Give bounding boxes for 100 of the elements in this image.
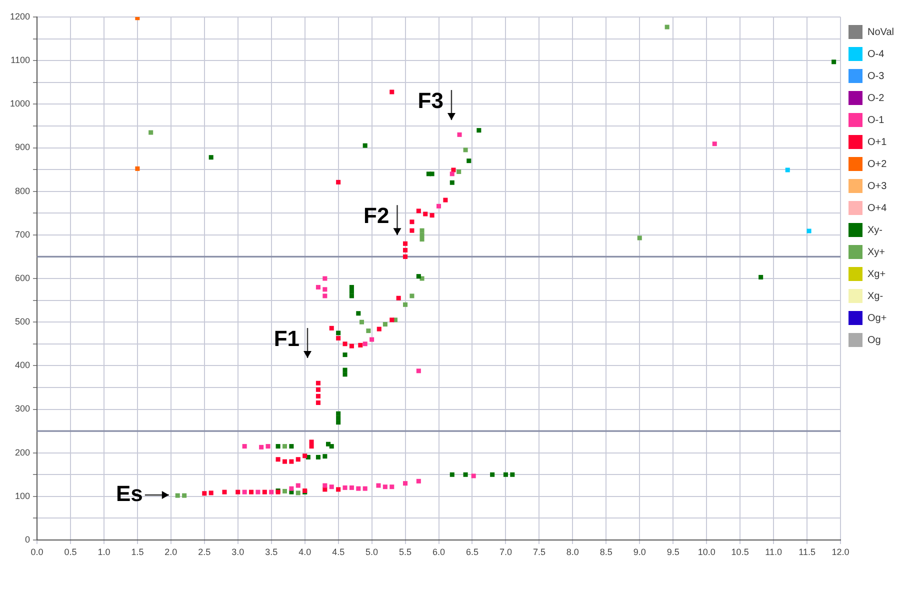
x-tick-label: 3.0 xyxy=(232,546,244,557)
point xyxy=(208,155,214,160)
point xyxy=(457,132,462,137)
point xyxy=(342,372,348,377)
point xyxy=(259,444,264,450)
point xyxy=(463,472,468,477)
point xyxy=(450,472,454,477)
legend-label: Xg+ xyxy=(868,268,886,280)
point xyxy=(316,387,320,392)
point xyxy=(712,142,717,146)
point xyxy=(322,294,328,298)
x-tick-label: 2.0 xyxy=(164,546,178,557)
point xyxy=(450,172,454,176)
legend-label: O-3 xyxy=(868,70,885,82)
point xyxy=(316,454,320,460)
y-tick-label: 1100 xyxy=(10,55,30,66)
point xyxy=(416,478,421,484)
point xyxy=(148,130,154,135)
point xyxy=(276,457,280,462)
point xyxy=(336,336,341,340)
point xyxy=(806,228,812,234)
annotation: Es xyxy=(116,481,143,506)
point xyxy=(296,490,300,496)
point xyxy=(349,289,354,294)
point xyxy=(289,459,294,464)
legend-label: O+3 xyxy=(868,180,888,192)
point xyxy=(336,420,341,425)
point xyxy=(390,318,394,322)
point xyxy=(359,320,364,324)
x-tick-label: 1.5 xyxy=(131,546,144,557)
point xyxy=(336,330,341,336)
point xyxy=(430,213,434,218)
x-tick-label: 12.0 xyxy=(832,546,850,557)
point xyxy=(382,484,388,490)
point xyxy=(266,444,270,449)
x-tick-label: 8.0 xyxy=(566,546,579,557)
x-tick-label: 9.5 xyxy=(666,546,680,557)
x-tick-label: 7.0 xyxy=(499,546,512,557)
point xyxy=(410,220,414,224)
point xyxy=(456,169,462,174)
point xyxy=(471,474,476,478)
point xyxy=(370,337,374,342)
x-tick-label: 8.5 xyxy=(600,546,612,557)
point xyxy=(450,180,454,185)
point xyxy=(336,487,341,492)
point xyxy=(403,302,408,307)
point xyxy=(256,490,260,494)
x-tick-label: 5.5 xyxy=(399,546,412,557)
point xyxy=(208,490,214,496)
x-tick-label: 10.0 xyxy=(698,546,716,557)
point xyxy=(135,166,140,171)
annotation: F1 xyxy=(274,326,300,352)
x-tick-label: 4.0 xyxy=(298,546,312,557)
point xyxy=(396,296,401,300)
x-tick-label: 5.0 xyxy=(366,546,378,557)
point xyxy=(302,454,308,458)
x-tick-label: 10.5 xyxy=(731,546,749,557)
point xyxy=(222,490,227,494)
point xyxy=(276,444,280,449)
point xyxy=(349,284,354,290)
point xyxy=(336,411,341,416)
legend-label: O-2 xyxy=(868,92,885,104)
point xyxy=(510,472,515,477)
y-tick-label: 1000 xyxy=(10,98,30,109)
point xyxy=(358,342,363,348)
point xyxy=(430,172,434,176)
point xyxy=(416,368,421,374)
y-tick-label: 900 xyxy=(14,142,30,152)
x-tick-label: 6.0 xyxy=(432,546,446,557)
point xyxy=(329,326,334,330)
y-tick-label: 200 xyxy=(14,447,30,458)
y-tick-label: 700 xyxy=(14,229,30,240)
point xyxy=(362,486,368,491)
point xyxy=(289,444,294,449)
legend-label: O-4 xyxy=(868,48,885,60)
point xyxy=(342,352,348,358)
x-tick-label: 3.5 xyxy=(265,546,278,557)
point xyxy=(316,400,320,405)
point xyxy=(329,484,334,490)
point xyxy=(175,493,180,498)
y-tick-label: 1200 xyxy=(10,11,30,22)
x-tick-label: 7.5 xyxy=(532,546,546,557)
x-tick-label: 2.5 xyxy=(198,546,211,557)
point xyxy=(349,344,354,348)
x-tick-label: 0.0 xyxy=(30,546,44,557)
legend-label: Xy+ xyxy=(868,246,886,258)
point xyxy=(249,490,254,494)
point xyxy=(342,368,348,372)
point xyxy=(403,241,408,246)
legend-label: Xg- xyxy=(868,290,884,302)
point xyxy=(376,326,382,332)
point xyxy=(309,440,314,444)
legend-label: O+1 xyxy=(868,136,888,148)
legend-label: O-1 xyxy=(868,114,885,126)
point xyxy=(416,274,421,279)
point xyxy=(282,444,288,449)
y-tick-label: 100 xyxy=(14,490,30,501)
point xyxy=(282,459,288,464)
point xyxy=(382,322,388,327)
x-tick-label: 0.5 xyxy=(64,546,77,557)
